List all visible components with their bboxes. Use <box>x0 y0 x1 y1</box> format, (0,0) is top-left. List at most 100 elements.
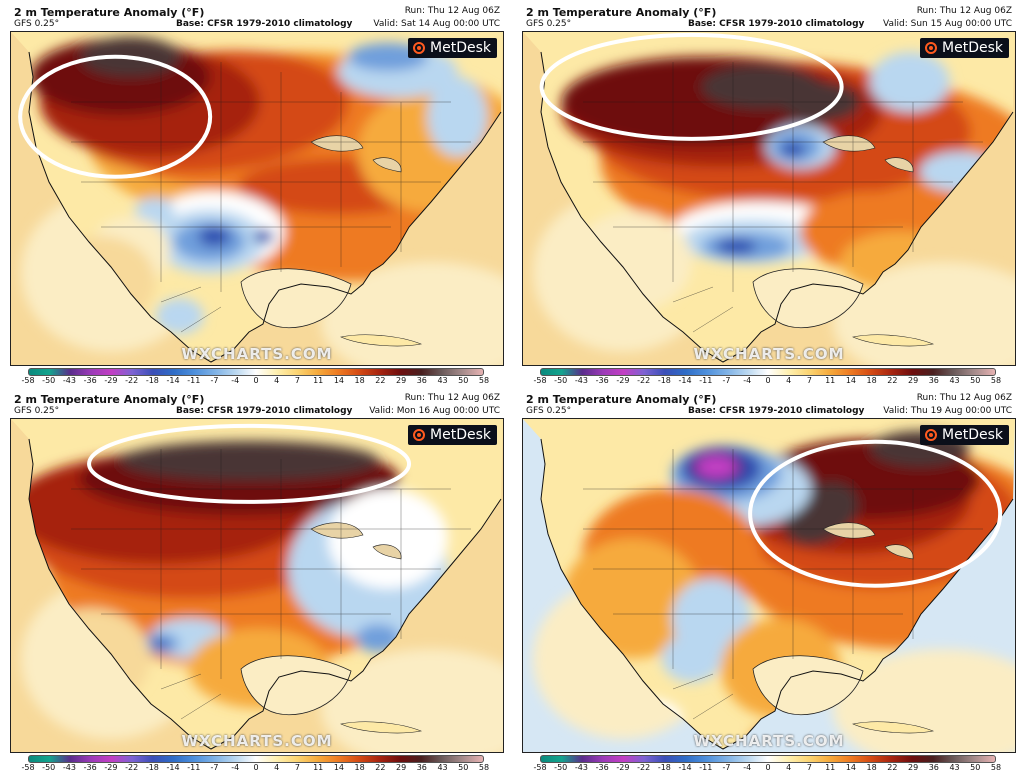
colorbar-tick: -29 <box>104 376 118 385</box>
colorbar-tick: -36 <box>83 763 97 772</box>
colorbar-tick: -18 <box>145 763 159 772</box>
colorbar-tick: -50 <box>42 376 56 385</box>
colorbar-tick: -36 <box>595 763 609 772</box>
colorbar-tick: 18 <box>866 376 877 385</box>
colorbar-tick: -29 <box>616 763 630 772</box>
map-svg <box>11 32 503 365</box>
colorbar-tick: 29 <box>395 376 407 385</box>
colorbar-legend: -58 -50 -43 -36 -29 -22 -18 -14 -11 -7 -4 0 4 7 11 14 18… <box>14 755 498 773</box>
border-line <box>160 673 202 690</box>
colorbar-tick: 0 <box>765 376 771 385</box>
colorbar-tick: -4 <box>743 376 752 385</box>
gulf-of-mexico <box>240 655 352 716</box>
colorbar-tick: 14 <box>333 763 344 772</box>
colorbar-tick: -22 <box>125 763 139 772</box>
colorbar-tick: -22 <box>637 376 651 385</box>
colorbar-tick: 43 <box>949 376 960 385</box>
colorbar-tick: -58 <box>533 376 547 385</box>
highlight-ring <box>18 54 213 179</box>
colorbar-tick: 4 <box>786 763 792 772</box>
anomaly-map: MetDesk WXCHARTS.COM <box>10 31 504 366</box>
anomaly-map: MetDesk WXCHARTS.COM <box>522 418 1016 753</box>
metdesk-logo: MetDesk <box>920 425 1009 445</box>
colorbar-tick: 18 <box>354 376 365 385</box>
colorbar-tick: 22 <box>887 376 898 385</box>
colorbar-tick: -43 <box>574 376 588 385</box>
panel-title: 2 m Temperature Anomaly (°F) <box>526 6 717 19</box>
metdesk-logo-text: MetDesk <box>430 40 491 56</box>
colorbar-tick: 22 <box>887 763 898 772</box>
colorbar-tick: 11 <box>313 763 324 772</box>
valid-label: Valid: Sat 14 Aug 00:00 UTC <box>373 19 500 29</box>
panel-title: 2 m Temperature Anomaly (°F) <box>526 393 717 406</box>
run-label: Run: Thu 12 Aug 06Z <box>916 6 1012 16</box>
border-line <box>180 693 222 720</box>
colorbar-tick: -7 <box>722 376 731 385</box>
colorbar-tick: 7 <box>294 763 300 772</box>
base-label: Base: CFSR 1979-2010 climatology <box>688 406 865 416</box>
model-label: GFS 0.25° <box>526 406 572 416</box>
map-svg <box>523 32 1015 365</box>
anomaly-region <box>198 226 231 247</box>
colorbar-tick: -50 <box>554 376 568 385</box>
colorbar-tick: 50 <box>458 763 469 772</box>
colorbar-tick: 43 <box>437 763 448 772</box>
coastline <box>28 438 502 750</box>
colorbar <box>540 368 996 376</box>
anomaly-region <box>151 638 168 649</box>
colorbar-tick: 58 <box>990 376 1002 385</box>
base-label: Base: CFSR 1979-2010 climatology <box>176 19 353 29</box>
colorbar-tick: -43 <box>62 376 76 385</box>
metdesk-logo: MetDesk <box>920 38 1009 58</box>
colorbar-tick: -14 <box>166 376 180 385</box>
colorbar-tick: 43 <box>949 763 960 772</box>
colorbar-ticks: -58 -50 -43 -36 -29 -22 -18 -14 -11 -7 -4 0 4 7 11 14 18… <box>533 376 1001 386</box>
metdesk-logo-icon <box>413 429 426 441</box>
cuba-outline <box>340 721 423 734</box>
highlight-ring <box>748 439 1003 588</box>
border-line <box>692 693 734 720</box>
colorbar-tick: 36 <box>928 763 939 772</box>
colorbar-tick: -4 <box>743 763 752 772</box>
anomaly-region <box>253 229 274 244</box>
valid-label: Valid: Thu 19 Aug 00:00 UTC <box>883 406 1012 416</box>
anomaly-region <box>119 440 380 481</box>
map-panel-1: 2 m Temperature Anomaly (°F) GFS 0.25° B… <box>8 4 504 387</box>
valid-label: Valid: Mon 16 Aug 00:00 UTC <box>369 406 500 416</box>
map-panel-4: 2 m Temperature Anomaly (°F) GFS 0.25° B… <box>520 391 1016 774</box>
anomaly-map: MetDesk WXCHARTS.COM <box>10 418 504 753</box>
colorbar-tick: -14 <box>678 376 692 385</box>
colorbar-tick: -18 <box>657 376 671 385</box>
colorbar-tick: -58 <box>21 376 35 385</box>
colorbar-tick: -36 <box>595 376 609 385</box>
colorbar-tick: -7 <box>722 763 731 772</box>
panel-title: 2 m Temperature Anomaly (°F) <box>14 6 205 19</box>
colorbar-tick: 14 <box>845 763 856 772</box>
metdesk-logo-icon <box>925 42 938 54</box>
colorbar-tick: -18 <box>657 763 671 772</box>
colorbar-tick: 11 <box>825 376 836 385</box>
colorbar-tick: 4 <box>274 376 280 385</box>
colorbar-tick: 29 <box>907 763 919 772</box>
colorbar-tick: -22 <box>125 376 139 385</box>
model-label: GFS 0.25° <box>14 19 60 29</box>
colorbar-tick: -7 <box>210 376 219 385</box>
border-line <box>672 673 714 690</box>
colorbar-tick: -11 <box>187 376 201 385</box>
colorbar-tick: -58 <box>21 763 35 772</box>
gulf-of-mexico <box>752 268 864 329</box>
colorbar-tick: 29 <box>907 376 919 385</box>
colorbar-tick: 22 <box>375 763 386 772</box>
colorbar-tick: 11 <box>825 763 836 772</box>
base-label: Base: CFSR 1979-2010 climatology <box>176 406 353 416</box>
colorbar-legend: -58 -50 -43 -36 -29 -22 -18 -14 -11 -7 -4 0 4 7 11 14 18… <box>526 368 1010 386</box>
colorbar-tick: 7 <box>806 763 812 772</box>
colorbar-tick: 0 <box>253 763 259 772</box>
colorbar-tick: -43 <box>574 763 588 772</box>
colorbar-tick: -11 <box>187 763 201 772</box>
land-anomaly-field <box>11 32 503 362</box>
colorbar <box>28 755 484 763</box>
colorbar-tick: -4 <box>231 763 240 772</box>
colorbar-tick: 14 <box>333 376 344 385</box>
